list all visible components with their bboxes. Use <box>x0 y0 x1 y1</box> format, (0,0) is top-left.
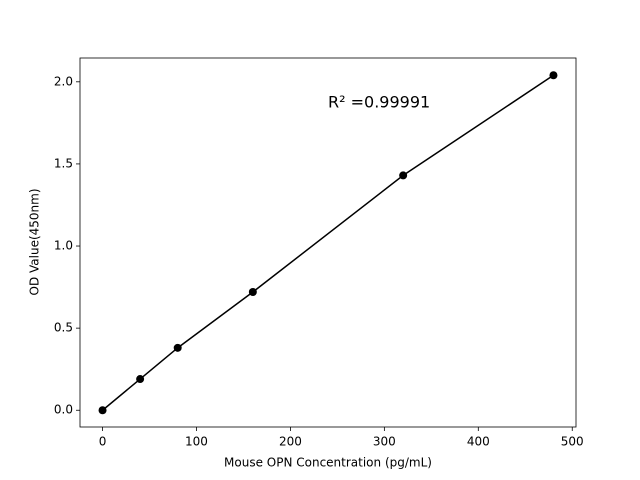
data-point <box>549 71 558 80</box>
y-axis-label: OD Value(450nm) <box>28 188 42 295</box>
x-tick-label: 300 <box>373 435 396 449</box>
series-line <box>102 74 554 411</box>
x-tick-label: 0 <box>99 435 107 449</box>
data-point <box>173 343 182 352</box>
x-tick-label: 500 <box>561 435 584 449</box>
plot-frame <box>79 57 577 428</box>
y-tick-label: 0.0 <box>54 403 73 417</box>
x-tick-label: 200 <box>279 435 302 449</box>
data-point <box>98 406 107 415</box>
y-tick-label: 1.0 <box>54 239 73 253</box>
x-tick-label: 400 <box>467 435 490 449</box>
data-point <box>136 375 145 384</box>
y-tick-label: 2.0 <box>54 74 73 88</box>
y-tick-label: 0.5 <box>54 321 73 335</box>
x-tick-label: 100 <box>185 435 208 449</box>
x-axis-label: Mouse OPN Concentration (pg/mL) <box>224 456 432 470</box>
data-point <box>399 171 408 180</box>
data-point <box>248 288 257 297</box>
y-tick-label: 1.5 <box>54 156 73 170</box>
annotation: R² =0.99991 <box>328 93 430 112</box>
